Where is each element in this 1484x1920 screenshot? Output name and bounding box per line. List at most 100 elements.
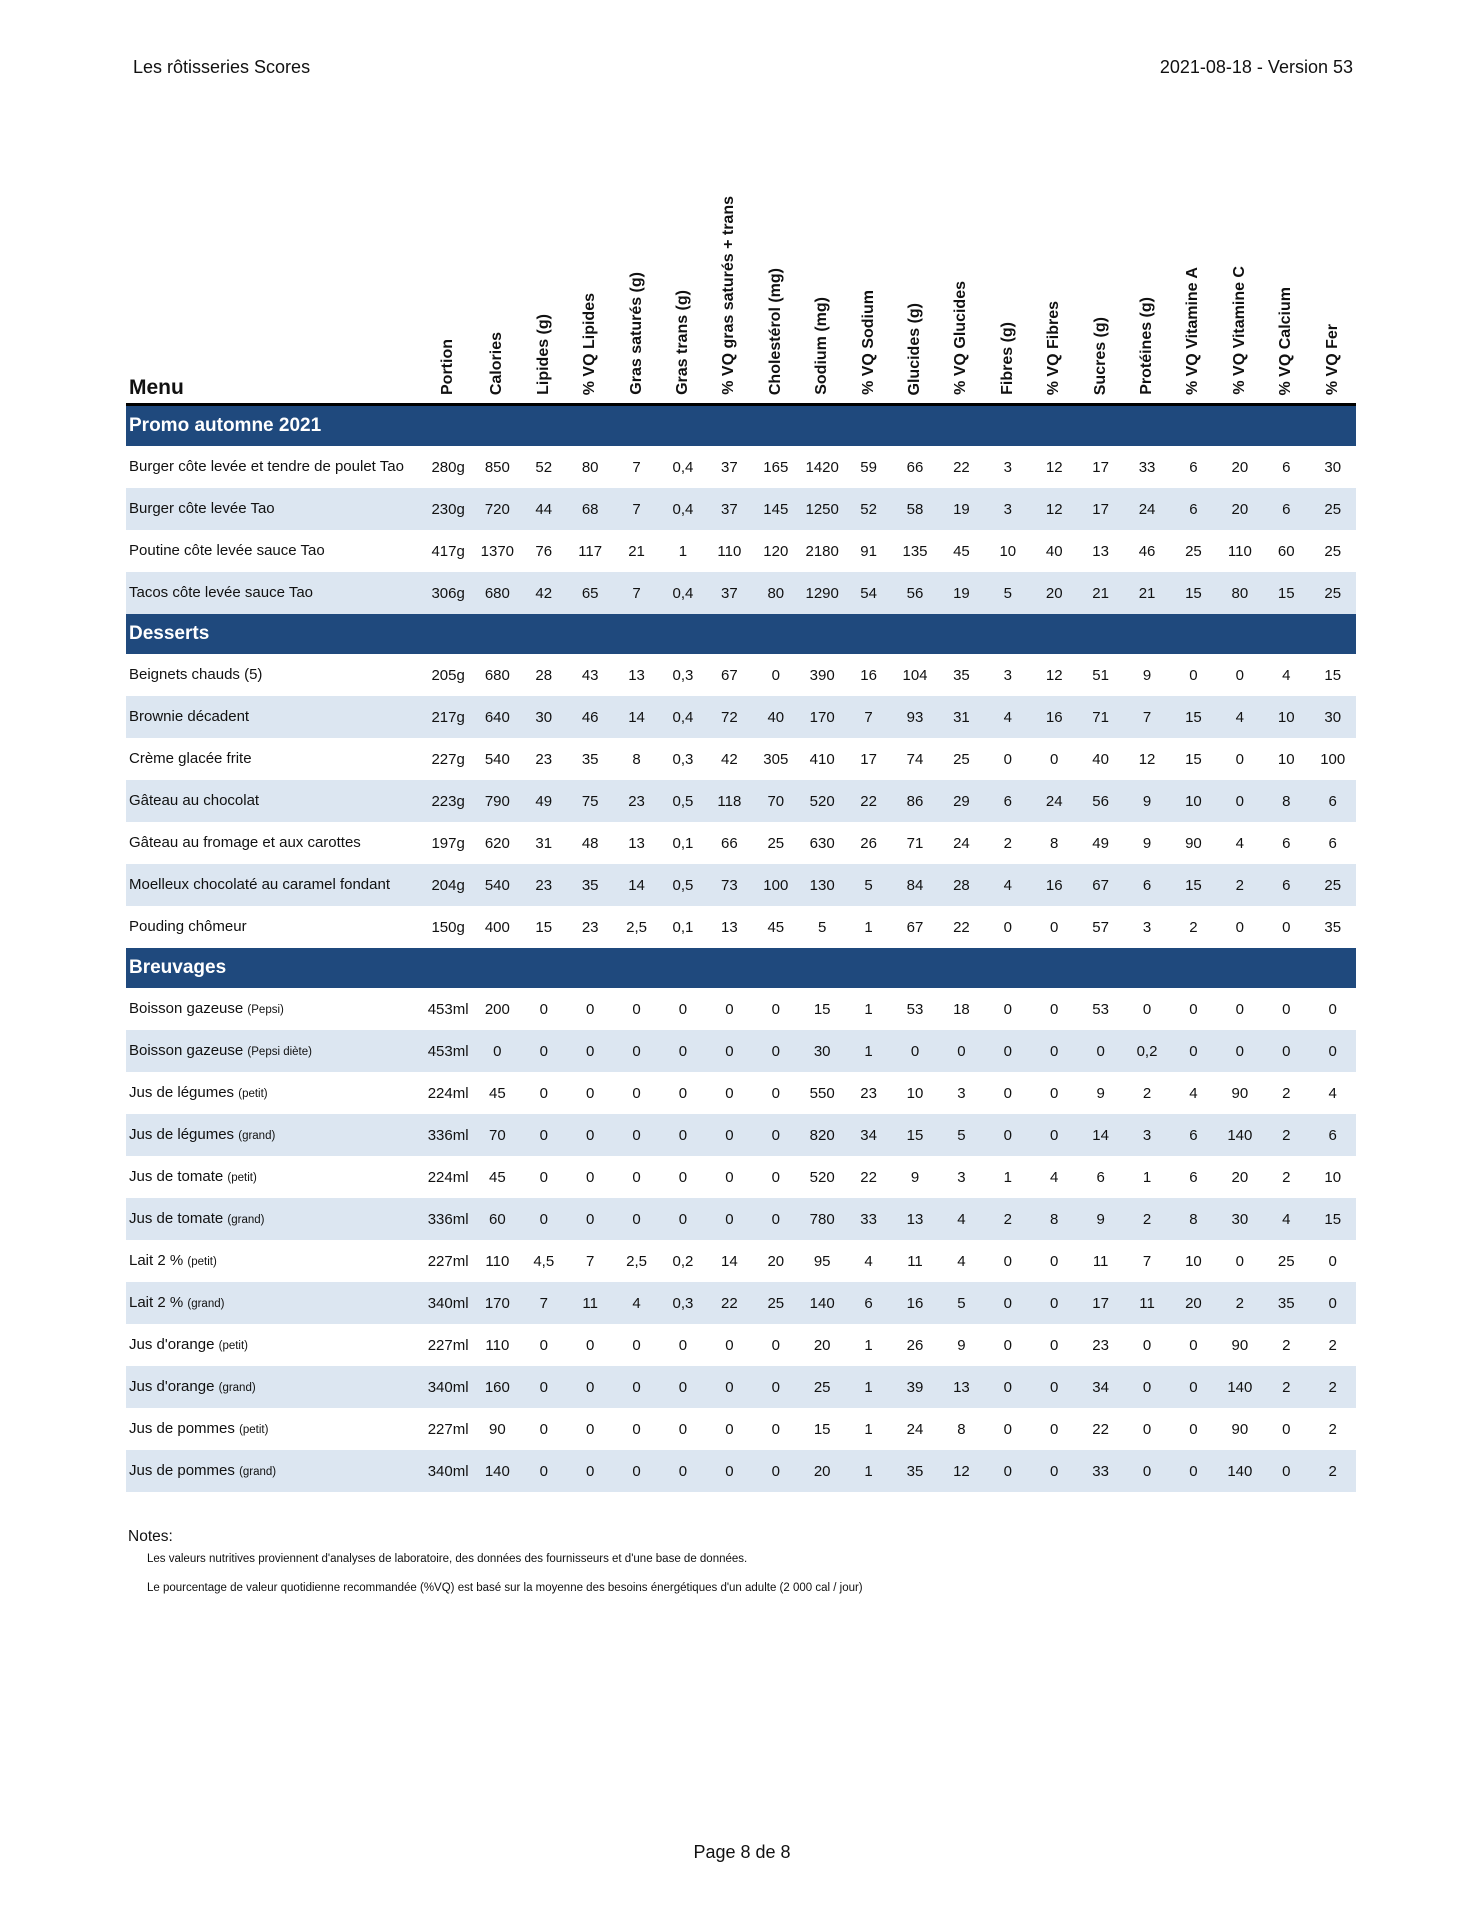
value-cell: 20: [1216, 488, 1264, 530]
item-name: Jus de tomate: [129, 1209, 224, 1227]
value-cell: 0: [1189, 666, 1198, 684]
value-cell: 80: [752, 572, 799, 614]
value-cell: 17: [1077, 1282, 1124, 1324]
value-cell: 4: [984, 696, 1032, 738]
section-title: Breuvages: [126, 948, 1356, 988]
value-cell: 23: [520, 864, 567, 906]
value-cell: 550: [809, 1084, 835, 1102]
value-cell: 10: [906, 1084, 924, 1102]
table-row: Jus de légumes (grand) 336ml 70 0 0 0 0 0 0 820 34…: [126, 1114, 1356, 1156]
value-cell: 4: [1328, 1084, 1337, 1102]
value-cell: 1: [845, 1030, 892, 1072]
table-row: Burger côte levée et tendre de poulet Ta…: [126, 446, 1356, 488]
table-row: Pouding chômeur 150g 400 15 23 2,5 0,1 13 45 5 1 67…: [126, 906, 1356, 948]
page-number: Page 8 de 8: [693, 1842, 791, 1862]
value-cell: 2: [1189, 918, 1198, 936]
value-cell: 0: [1282, 918, 1291, 936]
value-cell: 1: [678, 542, 688, 560]
table-row: Beignets chauds (5) 205g 680 28 43 13 0,3 67 0 39…: [126, 654, 1356, 696]
value-cell: 25: [767, 834, 785, 852]
value-cell: 0: [1235, 1000, 1245, 1018]
value-cell: 20: [1231, 458, 1249, 476]
value-cell: 7: [520, 1282, 567, 1324]
value-cell: 0: [632, 1168, 641, 1186]
value-cell: 0: [1077, 1030, 1124, 1072]
value-cell: 160: [474, 1366, 521, 1408]
value-cell: 200: [484, 1000, 510, 1018]
value-cell: 0: [539, 1000, 548, 1018]
value-cell: 680: [474, 572, 521, 614]
value-cell: 44: [520, 488, 567, 530]
value-cell: 20: [1031, 572, 1078, 614]
item-name-cell: Boisson gazeuse (Pepsi): [126, 988, 422, 1030]
value-cell: 37: [706, 488, 753, 530]
column-header: Cholestérol (mg): [752, 163, 799, 406]
value-cell: 0: [1235, 1252, 1245, 1270]
value-cell: 620: [484, 834, 510, 852]
value-cell: 2: [1263, 1366, 1310, 1408]
value-cell: 10: [1324, 1168, 1342, 1186]
column-header-label: Portion: [439, 339, 457, 395]
value-cell: 13: [938, 1366, 985, 1408]
value-cell: 2: [1328, 1420, 1337, 1438]
value-cell: 0: [539, 1336, 548, 1354]
value-cell: 0: [520, 1450, 567, 1492]
value-cell: 0,2: [672, 1252, 694, 1270]
item-name-cell: Jus de pommes (petit): [126, 1408, 422, 1450]
value-cell: 22: [953, 918, 970, 936]
item-size: (grand): [187, 1297, 225, 1310]
value-cell: 0: [613, 1114, 660, 1156]
value-cell: 0: [1031, 1366, 1078, 1408]
value-cell: 110: [485, 1252, 510, 1270]
value-cell: 73: [706, 864, 753, 906]
value-cell: 336ml: [422, 1198, 475, 1240]
value-cell: 227ml: [427, 1420, 469, 1438]
value-cell: 7: [613, 572, 660, 614]
value-cell: 23: [535, 750, 553, 768]
value-cell: 0: [771, 1084, 780, 1102]
column-header: % VQ Calcium: [1263, 163, 1310, 406]
value-cell: 0: [566, 1114, 614, 1156]
value-cell: 630: [809, 834, 835, 852]
table-row: Gâteau au chocolat 223g 790 49 75 23 0,5 118 70 5…: [126, 780, 1356, 822]
value-cell: 280g: [431, 458, 465, 476]
value-cell: 0: [632, 1420, 641, 1438]
value-cell: 0: [771, 1000, 780, 1018]
value-cell: 31: [938, 696, 985, 738]
value-cell: 0: [659, 1450, 707, 1492]
column-header: % VQ Lipides: [566, 163, 614, 406]
value-cell: 0: [1003, 1420, 1012, 1438]
value-cell: 0: [725, 1420, 734, 1438]
value-cell: 223g: [422, 780, 475, 822]
value-cell: 25: [1324, 542, 1342, 560]
value-cell: 0: [585, 1336, 595, 1354]
value-cell: 28: [535, 666, 553, 684]
value-cell: 0: [1003, 1084, 1012, 1102]
item-size: (petit): [187, 1255, 217, 1268]
value-cell: 54: [845, 572, 892, 614]
value-cell: 86: [891, 780, 939, 822]
value-cell: 850: [484, 458, 510, 476]
value-cell: 4: [1189, 1084, 1198, 1102]
value-cell: 0,5: [659, 864, 707, 906]
value-cell: 15: [1170, 572, 1217, 614]
value-cell: 15: [813, 1420, 831, 1438]
value-cell: 7: [1123, 696, 1171, 738]
table-row: Lait 2 % (petit) 227ml 110 4,5 7 2,5 0,2 14 20 95…: [126, 1240, 1356, 1282]
value-cell: 2: [1216, 1282, 1264, 1324]
value-cell: 14: [721, 1252, 738, 1270]
value-cell: 80: [581, 458, 599, 476]
value-cell: 9: [910, 1168, 920, 1186]
nutrition-table: Menu Portion Calories Lipides (g) % VQ Lipid…: [126, 163, 1356, 1492]
value-cell: 4: [1050, 1168, 1059, 1186]
value-cell: 0: [520, 1114, 567, 1156]
item-name: Jus de pommes: [129, 1419, 235, 1437]
value-cell: 2,5: [626, 918, 647, 936]
value-cell: 0: [678, 1084, 688, 1102]
value-cell: 680: [484, 666, 510, 684]
value-cell: 2: [1282, 1084, 1291, 1102]
value-cell: 3: [957, 1084, 966, 1102]
value-cell: 75: [566, 780, 614, 822]
value-cell: 790: [474, 780, 521, 822]
value-cell: 31: [535, 834, 553, 852]
